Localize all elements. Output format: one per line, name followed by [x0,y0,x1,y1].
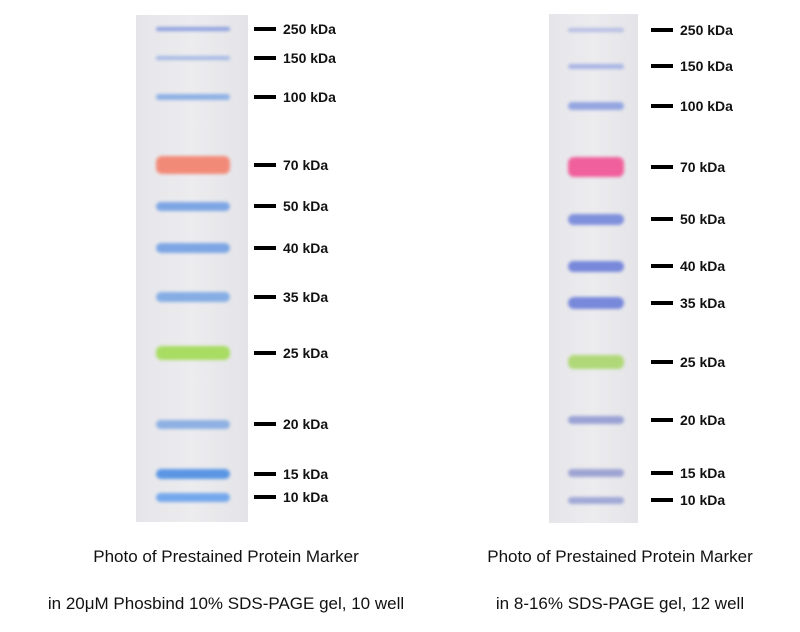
marker-tick [254,163,276,167]
marker-tick [651,498,673,502]
marker-band [156,243,230,253]
marker-tick [651,471,673,475]
marker-band [568,157,624,177]
marker-label: 40 kDa [680,258,726,274]
marker-tick [254,95,276,99]
caption: Photo of Prestained Protein Marker [487,547,753,566]
marker-label: 50 kDa [680,211,726,227]
marker-tick [254,472,276,476]
marker-tick [254,56,276,60]
marker-label: 70 kDa [680,159,726,175]
marker-label: 10 kDa [283,489,329,505]
marker-label: 25 kDa [680,354,726,370]
marker-label: 150 kDa [283,50,336,66]
marker-band [568,260,624,272]
marker-label: 100 kDa [680,98,733,114]
marker-band [568,416,624,424]
marker-tick [254,204,276,208]
caption: in 20μM Phosbind 10% SDS-PAGE gel, 10 we… [47,594,405,613]
marker-band [156,419,230,429]
marker-tick [651,418,673,422]
marker-tick [651,301,673,305]
marker-band [568,355,624,369]
marker-label: 20 kDa [680,412,726,428]
marker-band [156,94,230,100]
marker-band [156,346,230,360]
marker-label: 50 kDa [283,198,329,214]
marker-label: 10 kDa [680,492,726,508]
marker-tick [254,351,276,355]
marker-label: 35 kDa [680,295,726,311]
marker-label: 250 kDa [680,22,733,38]
marker-label: 40 kDa [283,240,329,256]
marker-tick [254,295,276,299]
marker-band [568,102,624,110]
marker-tick [651,360,673,364]
marker-tick [651,64,673,68]
caption: Photo of Prestained Protein Marker [93,547,359,566]
marker-band [156,292,230,302]
marker-band [568,297,624,309]
marker-label: 35 kDa [283,289,329,305]
marker-band [156,56,230,60]
marker-band [568,469,624,477]
gel-lane-photo [136,15,248,522]
marker-band [568,496,624,504]
marker-band [156,469,230,479]
marker-band [156,492,230,502]
marker-label: 150 kDa [680,58,733,74]
marker-tick [651,264,673,268]
marker-band [156,201,230,211]
marker-label: 25 kDa [283,345,329,361]
marker-label: 250 kDa [283,21,336,37]
marker-band [568,28,624,32]
marker-band [156,27,230,31]
marker-label: 15 kDa [680,465,726,481]
marker-tick [254,495,276,499]
marker-tick [651,104,673,108]
caption: in 8-16% SDS-PAGE gel, 12 well [495,594,745,613]
marker-tick [254,422,276,426]
marker-label: 100 kDa [283,89,336,105]
marker-tick [254,246,276,250]
marker-tick [651,217,673,221]
marker-tick [651,165,673,169]
marker-band [156,156,230,174]
marker-tick [651,28,673,32]
marker-band [568,63,624,69]
marker-label: 15 kDa [283,466,329,482]
marker-label: 20 kDa [283,416,329,432]
marker-band [568,213,624,225]
marker-label: 70 kDa [283,157,329,173]
marker-tick [254,27,276,31]
